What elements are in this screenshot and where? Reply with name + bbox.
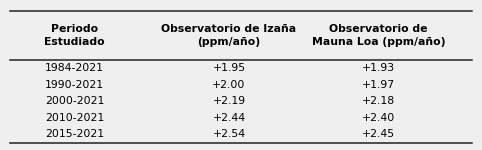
- Text: +1.95: +1.95: [213, 63, 245, 73]
- Text: +2.44: +2.44: [213, 113, 245, 123]
- Text: 2015-2021: 2015-2021: [45, 129, 104, 139]
- Text: Periodo
Estudiado: Periodo Estudiado: [44, 24, 105, 47]
- Text: +2.00: +2.00: [212, 80, 246, 90]
- Text: Observatorio de Izaña
(ppm/año): Observatorio de Izaña (ppm/año): [161, 24, 296, 47]
- Text: +1.93: +1.93: [362, 63, 395, 73]
- Text: +2.54: +2.54: [213, 129, 245, 139]
- Text: +2.40: +2.40: [362, 113, 395, 123]
- Text: Observatorio de
Mauna Loa (ppm/año): Observatorio de Mauna Loa (ppm/año): [312, 24, 445, 47]
- Text: +1.97: +1.97: [362, 80, 395, 90]
- Text: 2010-2021: 2010-2021: [45, 113, 104, 123]
- Text: +2.18: +2.18: [362, 96, 395, 106]
- Text: 2000-2021: 2000-2021: [45, 96, 105, 106]
- Text: +2.45: +2.45: [362, 129, 395, 139]
- Text: 1984-2021: 1984-2021: [45, 63, 104, 73]
- Text: 1990-2021: 1990-2021: [45, 80, 104, 90]
- Text: +2.19: +2.19: [213, 96, 245, 106]
